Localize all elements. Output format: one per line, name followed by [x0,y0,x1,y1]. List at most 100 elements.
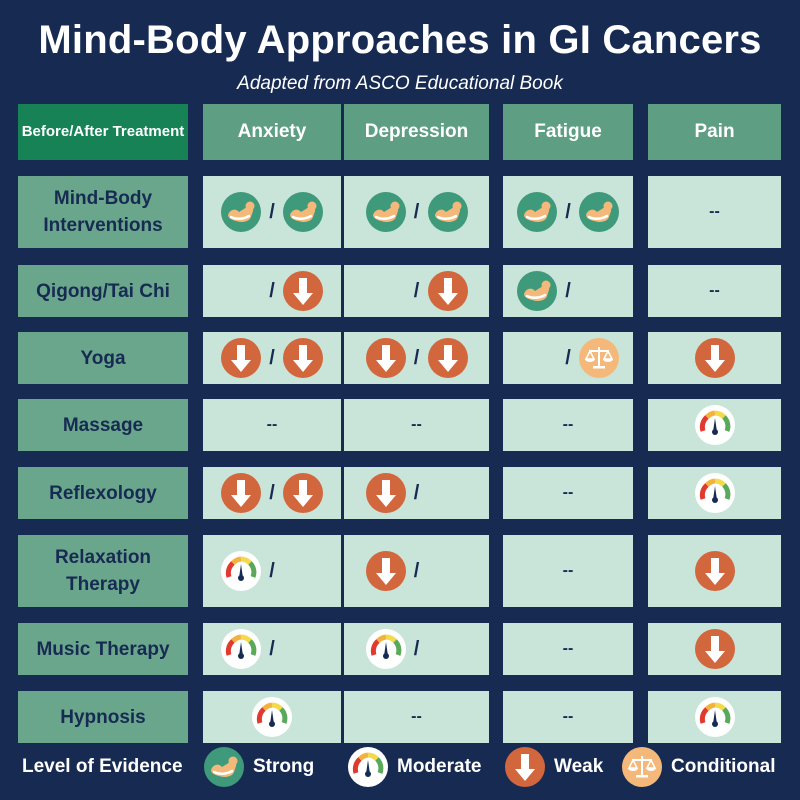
empty-slot [578,270,620,312]
empty-slot [282,550,324,592]
row-header-hypnosis: Hypnosis [18,691,188,743]
cell-reflexology-anxiety: / [203,467,341,519]
empty-slot [516,337,558,379]
empty-slot [282,628,324,670]
no-data-dash: -- [562,484,574,501]
cell-reflexology-pain [648,467,781,519]
flexed-arm-icon [578,191,620,233]
header-corner: Before/After Treatment [18,104,188,160]
cell-massage-pain [648,399,781,451]
flexed-arm-icon [282,191,324,233]
no-data-dash: -- [411,708,422,725]
cell-massage-depression: -- [344,399,489,451]
cell-relaxation-therapy-depression: / [344,535,489,607]
no-data-dash: -- [562,640,574,657]
before-after-separator: / [565,279,571,302]
down-arrow-icon [282,270,324,312]
before-after-separator: / [413,559,420,582]
down-arrow-icon [365,550,407,592]
no-data-dash: -- [411,416,422,433]
cell-yoga-depression: / [344,332,489,384]
cell-yoga-fatigue: / [503,332,633,384]
cell-qigong-tai-chi-fatigue: / [503,265,633,317]
empty-slot [365,270,407,312]
legend-item-strong: Strong [203,746,314,788]
cell-relaxation-therapy-pain [648,535,781,607]
cell-mind-body-interventions-depression: / [344,176,489,248]
down-arrow-icon [282,472,324,514]
before-after-separator: / [269,559,275,582]
cell-relaxation-therapy-anxiety: / [203,535,341,607]
before-after-separator: / [413,637,420,660]
down-arrow-icon [365,472,407,514]
cell-music-therapy-pain [648,623,781,675]
row-header-massage: Massage [18,399,188,451]
legend-item-moderate: Moderate [347,746,481,788]
no-data-dash: -- [709,282,720,299]
gauge-icon [220,628,262,670]
gauge-icon [694,696,736,738]
cell-mind-body-interventions-pain: -- [648,176,781,248]
before-after-separator: / [269,346,275,369]
before-after-separator: / [565,346,571,369]
no-data-dash: -- [562,562,574,579]
down-arrow-icon [427,270,469,312]
down-arrow-icon [694,628,736,670]
column-header-anxiety: Anxiety [203,104,341,160]
cell-yoga-anxiety: / [203,332,341,384]
cell-relaxation-therapy-fatigue: -- [503,535,633,607]
flexed-arm-icon [516,191,558,233]
gauge-icon [694,404,736,446]
cell-qigong-tai-chi-anxiety: / [203,265,341,317]
cell-qigong-tai-chi-pain: -- [648,265,781,317]
empty-slot [427,472,469,514]
gauge-icon [347,746,389,788]
cell-reflexology-fatigue: -- [503,467,633,519]
balance-scale-icon [621,746,663,788]
legend: Level of Evidence Strong Moderate Weak C… [0,746,800,788]
before-after-separator: / [269,481,275,504]
flexed-arm-icon [220,191,262,233]
column-header-depression: Depression [344,104,489,160]
no-data-dash: -- [266,416,278,433]
gauge-icon [365,628,407,670]
empty-slot [427,628,469,670]
cell-hypnosis-anxiety [203,691,341,743]
cell-massage-fatigue: -- [503,399,633,451]
cell-yoga-pain [648,332,781,384]
row-header-qigong-tai-chi: Qigong/Tai Chi [18,265,188,317]
cell-reflexology-depression: / [344,467,489,519]
no-data-dash: -- [562,708,574,725]
down-arrow-icon [365,337,407,379]
cell-hypnosis-fatigue: -- [503,691,633,743]
cell-hypnosis-depression: -- [344,691,489,743]
cell-music-therapy-depression: / [344,623,489,675]
down-arrow-icon [220,337,262,379]
no-data-dash: -- [562,416,574,433]
before-after-separator: / [413,279,420,302]
before-after-separator: / [565,200,571,223]
flexed-arm-icon [427,191,469,233]
cell-music-therapy-anxiety: / [203,623,341,675]
legend-label-moderate: Moderate [397,756,482,777]
row-header-yoga: Yoga [18,332,188,384]
column-header-pain: Pain [648,104,781,160]
before-after-separator: / [269,637,275,660]
down-arrow-icon [694,550,736,592]
down-arrow-icon [220,472,262,514]
column-header-fatigue: Fatigue [503,104,633,160]
flexed-arm-icon [516,270,558,312]
before-after-separator: / [413,200,420,223]
cell-hypnosis-pain [648,691,781,743]
row-header-relaxation-therapy: Relaxation Therapy [18,535,188,607]
balance-scale-icon [578,337,620,379]
empty-slot [427,550,469,592]
gauge-icon [220,550,262,592]
empty-slot [220,270,262,312]
before-after-separator: / [269,279,275,302]
row-header-mind-body-interventions: Mind-Body Interventions [18,176,188,248]
down-arrow-icon [427,337,469,379]
legend-label-strong: Strong [253,756,315,777]
gauge-icon [694,472,736,514]
gauge-icon [251,696,293,738]
